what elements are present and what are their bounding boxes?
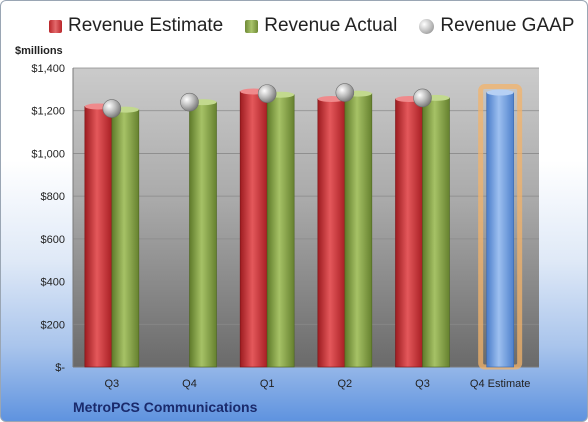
y-tick-label: $- [55, 362, 65, 374]
legend-label-estimate: Revenue Estimate [68, 15, 224, 36]
chart-legend: Revenue Estimate Revenue Actual Revenue … [49, 15, 574, 37]
bar-revenue-actual [111, 109, 140, 368]
legend-swatch-actual [245, 19, 259, 33]
marker-revenue-gaap [413, 88, 432, 108]
x-tick-label: Q4 Estimate [470, 378, 531, 390]
y-axis-unit-label: $millions [15, 45, 63, 57]
x-tick-label: Q4 [182, 378, 197, 390]
marker-revenue-gaap [102, 99, 122, 118]
legend-swatch-estimate [49, 19, 62, 33]
legend-label-actual: Revenue Actual [264, 15, 398, 36]
y-tick-label: $1,400 [31, 63, 65, 75]
bar-revenue-actual [344, 93, 373, 368]
marker-revenue-gaap [335, 83, 355, 102]
bar-revenue-estimate [395, 98, 423, 368]
y-tick-label: $600 [41, 234, 65, 246]
legend-label-gaap: Revenue GAAP [440, 15, 575, 36]
bar-revenue-actual [422, 97, 450, 368]
legend-swatch-gaap [419, 18, 435, 34]
bar-revenue-estimate [317, 98, 346, 368]
bar-revenue-estimate [84, 106, 113, 368]
plot-area [73, 68, 539, 367]
bar-forecast-estimate [486, 92, 514, 368]
x-tick-label: Q1 [260, 378, 275, 390]
x-tick-label: Q3 [415, 378, 430, 390]
bar-forecast-estimate-cap [486, 89, 514, 96]
legend-item-gaap: Revenue GAAP [419, 15, 574, 37]
y-tick-label: $1,200 [31, 106, 65, 118]
bar-revenue-actual [266, 94, 295, 368]
y-tick-label: $1,000 [31, 148, 65, 160]
marker-revenue-gaap [180, 92, 199, 112]
y-tick-label: $800 [41, 191, 65, 203]
y-tick-label: $400 [41, 277, 65, 289]
x-tick-label: Q3 [104, 378, 119, 390]
legend-item-estimate: Revenue Estimate [49, 15, 223, 37]
bar-revenue-estimate [239, 91, 268, 368]
bar-revenue-actual [189, 101, 217, 368]
legend-item-actual: Revenue Actual [245, 15, 397, 37]
company-name: MetroPCS Communications [73, 399, 258, 415]
marker-revenue-gaap [257, 84, 277, 103]
y-tick-label: $200 [41, 319, 65, 331]
x-tick-label: Q2 [337, 378, 352, 390]
